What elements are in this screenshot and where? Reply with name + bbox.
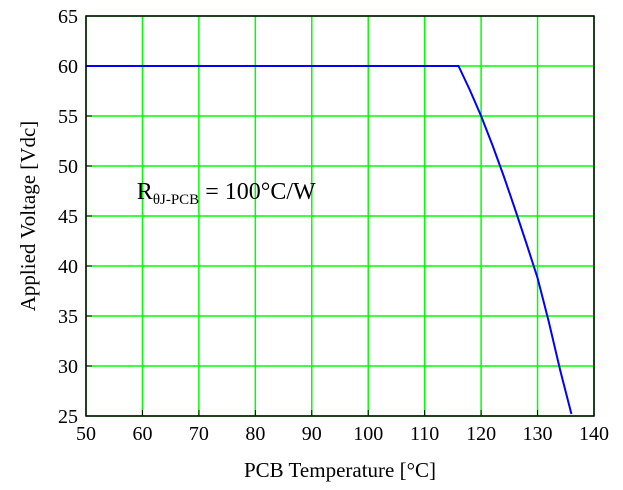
x-tick-label: 70 [189,423,209,445]
x-axis-label: PCB Temperature [°C] [244,458,436,482]
x-tick-label: 100 [353,423,383,445]
x-tick-label: 120 [466,423,496,445]
x-tick-label: 80 [245,423,265,445]
annotation-main: R [137,179,153,205]
y-axis-label: Applied Voltage [Vdc] [16,121,40,312]
x-tick-label: 140 [579,423,609,445]
annotation-subscript: θJ-PCB [153,192,199,208]
x-tick-label: 90 [302,423,322,445]
annotation-value: = 100°C/W [199,179,316,205]
x-tick-label: 60 [132,423,152,445]
y-tick-label: 65 [58,6,78,28]
y-tick-label: 55 [58,106,78,128]
thermal-resistance-annotation: RθJ-PCB = 100°C/W [137,179,316,208]
series-layer [86,66,571,414]
x-tick-labels: 50 60 70 80 90 100 110 120 130 140 [76,423,609,445]
x-tick-label: 50 [76,423,96,445]
y-tick-label: 60 [58,56,78,78]
y-tick-label: 45 [58,206,78,228]
x-tick-label: 110 [410,423,439,445]
y-tick-labels: 25 30 35 40 45 50 55 60 65 [58,6,78,428]
y-tick-label: 50 [58,156,78,178]
y-tick-label: 35 [58,306,78,328]
y-tick-label: 30 [58,356,78,378]
voltage-derating-line [86,66,571,414]
x-tick-label: 130 [523,423,553,445]
y-tick-label: 40 [58,256,78,278]
y-tick-label: 25 [58,406,78,428]
